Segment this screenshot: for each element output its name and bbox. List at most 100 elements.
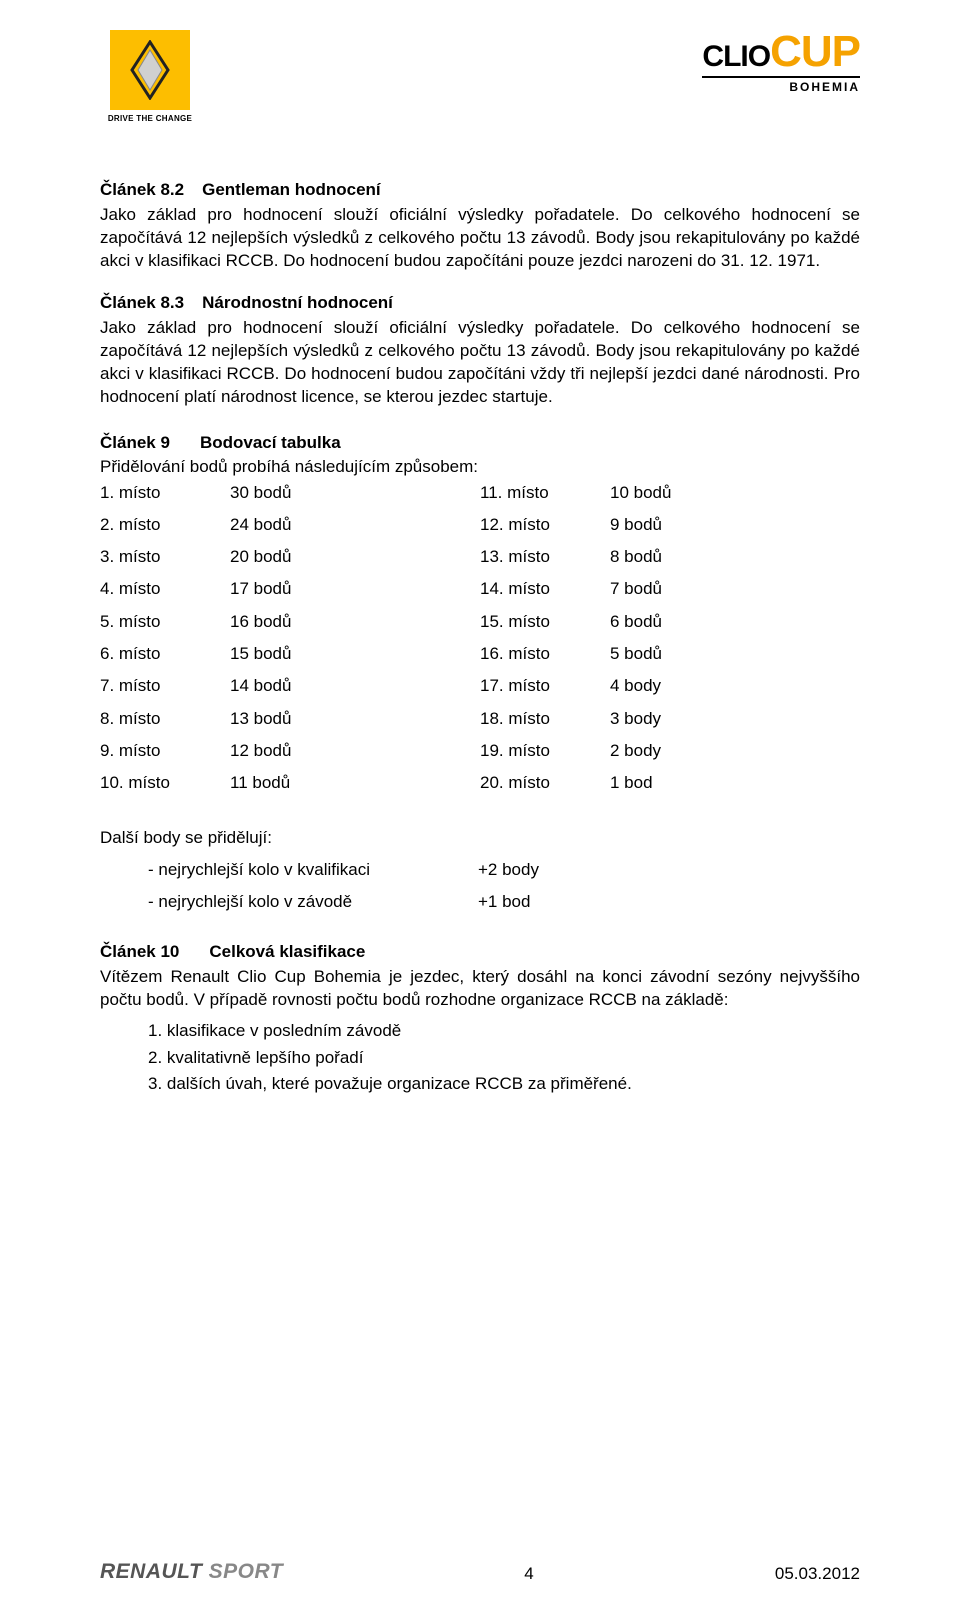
points-value: 15 bodů bbox=[230, 638, 370, 670]
heading-8-3: Článek 8.3 Národnostní hodnocení bbox=[100, 293, 860, 313]
art10-list: 1. klasifikace v posledním závodě2. kval… bbox=[100, 1018, 860, 1097]
points-place: 6. místo bbox=[100, 638, 230, 670]
points-row: 12. místo9 bodů bbox=[480, 509, 860, 541]
points-row: 18. místo3 body bbox=[480, 703, 860, 735]
points-place: 7. místo bbox=[100, 670, 230, 702]
points-place: 1. místo bbox=[100, 477, 230, 509]
points-place: 5. místo bbox=[100, 606, 230, 638]
cup-text: CUP bbox=[770, 30, 860, 74]
points-row: 7. místo14 bodů bbox=[100, 670, 480, 702]
footer-date: 05.03.2012 bbox=[775, 1564, 860, 1584]
points-value: 12 bodů bbox=[230, 735, 370, 767]
points-place: 8. místo bbox=[100, 703, 230, 735]
heading-9: Článek 9 Bodovací tabulka bbox=[100, 433, 860, 453]
page-number: 4 bbox=[524, 1564, 533, 1584]
points-place: 10. místo bbox=[100, 767, 230, 799]
heading-10-num: Článek 10 bbox=[100, 942, 179, 962]
points-value: 14 bodů bbox=[230, 670, 370, 702]
points-row: 14. místo7 bodů bbox=[480, 573, 860, 605]
points-row: 9. místo12 bodů bbox=[100, 735, 480, 767]
renault-tagline: DRIVE THE CHANGE bbox=[108, 114, 192, 123]
points-row: 17. místo4 body bbox=[480, 670, 860, 702]
points-place: 14. místo bbox=[480, 573, 610, 605]
points-place: 16. místo bbox=[480, 638, 610, 670]
points-value: 20 bodů bbox=[230, 541, 370, 573]
heading-8-2-num: Článek 8.2 bbox=[100, 180, 184, 200]
clio-text: CLIO bbox=[702, 40, 770, 73]
renault-logo: DRIVE THE CHANGE bbox=[100, 30, 200, 140]
extra-value: +2 body bbox=[478, 854, 539, 886]
points-value: 11 bodů bbox=[230, 767, 370, 799]
document-page: DRIVE THE CHANGE CLIOCUP BOHEMIA Článek … bbox=[0, 0, 960, 1616]
page-header: DRIVE THE CHANGE CLIOCUP BOHEMIA bbox=[100, 30, 860, 140]
extra-label: - nejrychlejší kolo v kvalifikaci bbox=[148, 854, 478, 886]
points-col-left: 1. místo30 bodů2. místo24 bodů3. místo20… bbox=[100, 477, 480, 800]
points-row: 10. místo11 bodů bbox=[100, 767, 480, 799]
points-value: 30 bodů bbox=[230, 477, 370, 509]
points-place: 17. místo bbox=[480, 670, 610, 702]
heading-10-text: Celková klasifikace bbox=[209, 942, 365, 961]
footer-renault: RENAULT bbox=[100, 1560, 202, 1583]
heading-8-3-num: Článek 8.3 bbox=[100, 293, 184, 313]
heading-8-2: Článek 8.2 Gentleman hodnocení bbox=[100, 180, 860, 200]
points-row: 3. místo20 bodů bbox=[100, 541, 480, 573]
art10-list-item: 1. klasifikace v posledním závodě bbox=[148, 1018, 860, 1044]
extra-points: Další body se přidělují: - nejrychlejší … bbox=[100, 822, 860, 919]
points-row: 4. místo17 bodů bbox=[100, 573, 480, 605]
points-place: 3. místo bbox=[100, 541, 230, 573]
points-row: 8. místo13 bodů bbox=[100, 703, 480, 735]
points-value: 13 bodů bbox=[230, 703, 370, 735]
bohemia-text: BOHEMIA bbox=[702, 76, 860, 94]
points-value: 24 bodů bbox=[230, 509, 370, 541]
points-row: 13. místo8 bodů bbox=[480, 541, 860, 573]
points-value: 2 body bbox=[610, 735, 750, 767]
points-row: 15. místo6 bodů bbox=[480, 606, 860, 638]
points-value: 17 bodů bbox=[230, 573, 370, 605]
points-place: 4. místo bbox=[100, 573, 230, 605]
heading-9-text: Bodovací tabulka bbox=[200, 433, 341, 452]
points-value: 8 bodů bbox=[610, 541, 750, 573]
paragraph-8-3: Jako základ pro hodnocení slouží oficiál… bbox=[100, 317, 860, 409]
cliocup-logo: CLIOCUP BOHEMIA bbox=[702, 30, 860, 94]
points-place: 20. místo bbox=[480, 767, 610, 799]
art10-list-item: 2. kvalitativně lepšího pořadí bbox=[148, 1045, 860, 1071]
points-row: 11. místo10 bodů bbox=[480, 477, 860, 509]
points-row: 19. místo2 body bbox=[480, 735, 860, 767]
extra-row: - nejrychlejší kolo v závodě+1 bod bbox=[100, 886, 860, 918]
points-value: 4 body bbox=[610, 670, 750, 702]
points-row: 5. místo16 bodů bbox=[100, 606, 480, 638]
page-footer: RENAULT SPORT 4 05.03.2012 bbox=[100, 1560, 860, 1584]
art10-list-item: 3. dalších úvah, které považuje organiza… bbox=[148, 1071, 860, 1097]
points-row: 20. místo1 bod bbox=[480, 767, 860, 799]
points-row: 6. místo15 bodů bbox=[100, 638, 480, 670]
extra-value: +1 bod bbox=[478, 886, 530, 918]
heading-8-3-text: Národnostní hodnocení bbox=[202, 293, 393, 312]
points-value: 9 bodů bbox=[610, 509, 750, 541]
extra-points-intro: Další body se přidělují: bbox=[100, 822, 860, 854]
heading-10: Článek 10 Celková klasifikace bbox=[100, 942, 860, 962]
art9-intro: Přidělování bodů probíhá následujícím zp… bbox=[100, 457, 860, 477]
points-value: 6 bodů bbox=[610, 606, 750, 638]
points-place: 2. místo bbox=[100, 509, 230, 541]
points-place: 13. místo bbox=[480, 541, 610, 573]
cliocup-line: CLIOCUP bbox=[702, 30, 860, 74]
extra-row: - nejrychlejší kolo v kvalifikaci+2 body bbox=[100, 854, 860, 886]
renault-diamond-icon bbox=[110, 30, 190, 110]
points-row: 1. místo30 bodů bbox=[100, 477, 480, 509]
points-col-right: 11. místo10 bodů12. místo9 bodů13. místo… bbox=[480, 477, 860, 800]
points-value: 1 bod bbox=[610, 767, 750, 799]
heading-9-num: Článek 9 bbox=[100, 433, 170, 453]
points-value: 5 bodů bbox=[610, 638, 750, 670]
points-place: 15. místo bbox=[480, 606, 610, 638]
paragraph-8-2: Jako základ pro hodnocení slouží oficiál… bbox=[100, 204, 860, 273]
points-place: 18. místo bbox=[480, 703, 610, 735]
points-value: 3 body bbox=[610, 703, 750, 735]
points-row: 16. místo5 bodů bbox=[480, 638, 860, 670]
points-place: 12. místo bbox=[480, 509, 610, 541]
heading-8-2-text: Gentleman hodnocení bbox=[202, 180, 381, 199]
points-row: 2. místo24 bodů bbox=[100, 509, 480, 541]
points-value: 10 bodů bbox=[610, 477, 750, 509]
points-place: 9. místo bbox=[100, 735, 230, 767]
extra-label: - nejrychlejší kolo v závodě bbox=[148, 886, 478, 918]
points-value: 7 bodů bbox=[610, 573, 750, 605]
